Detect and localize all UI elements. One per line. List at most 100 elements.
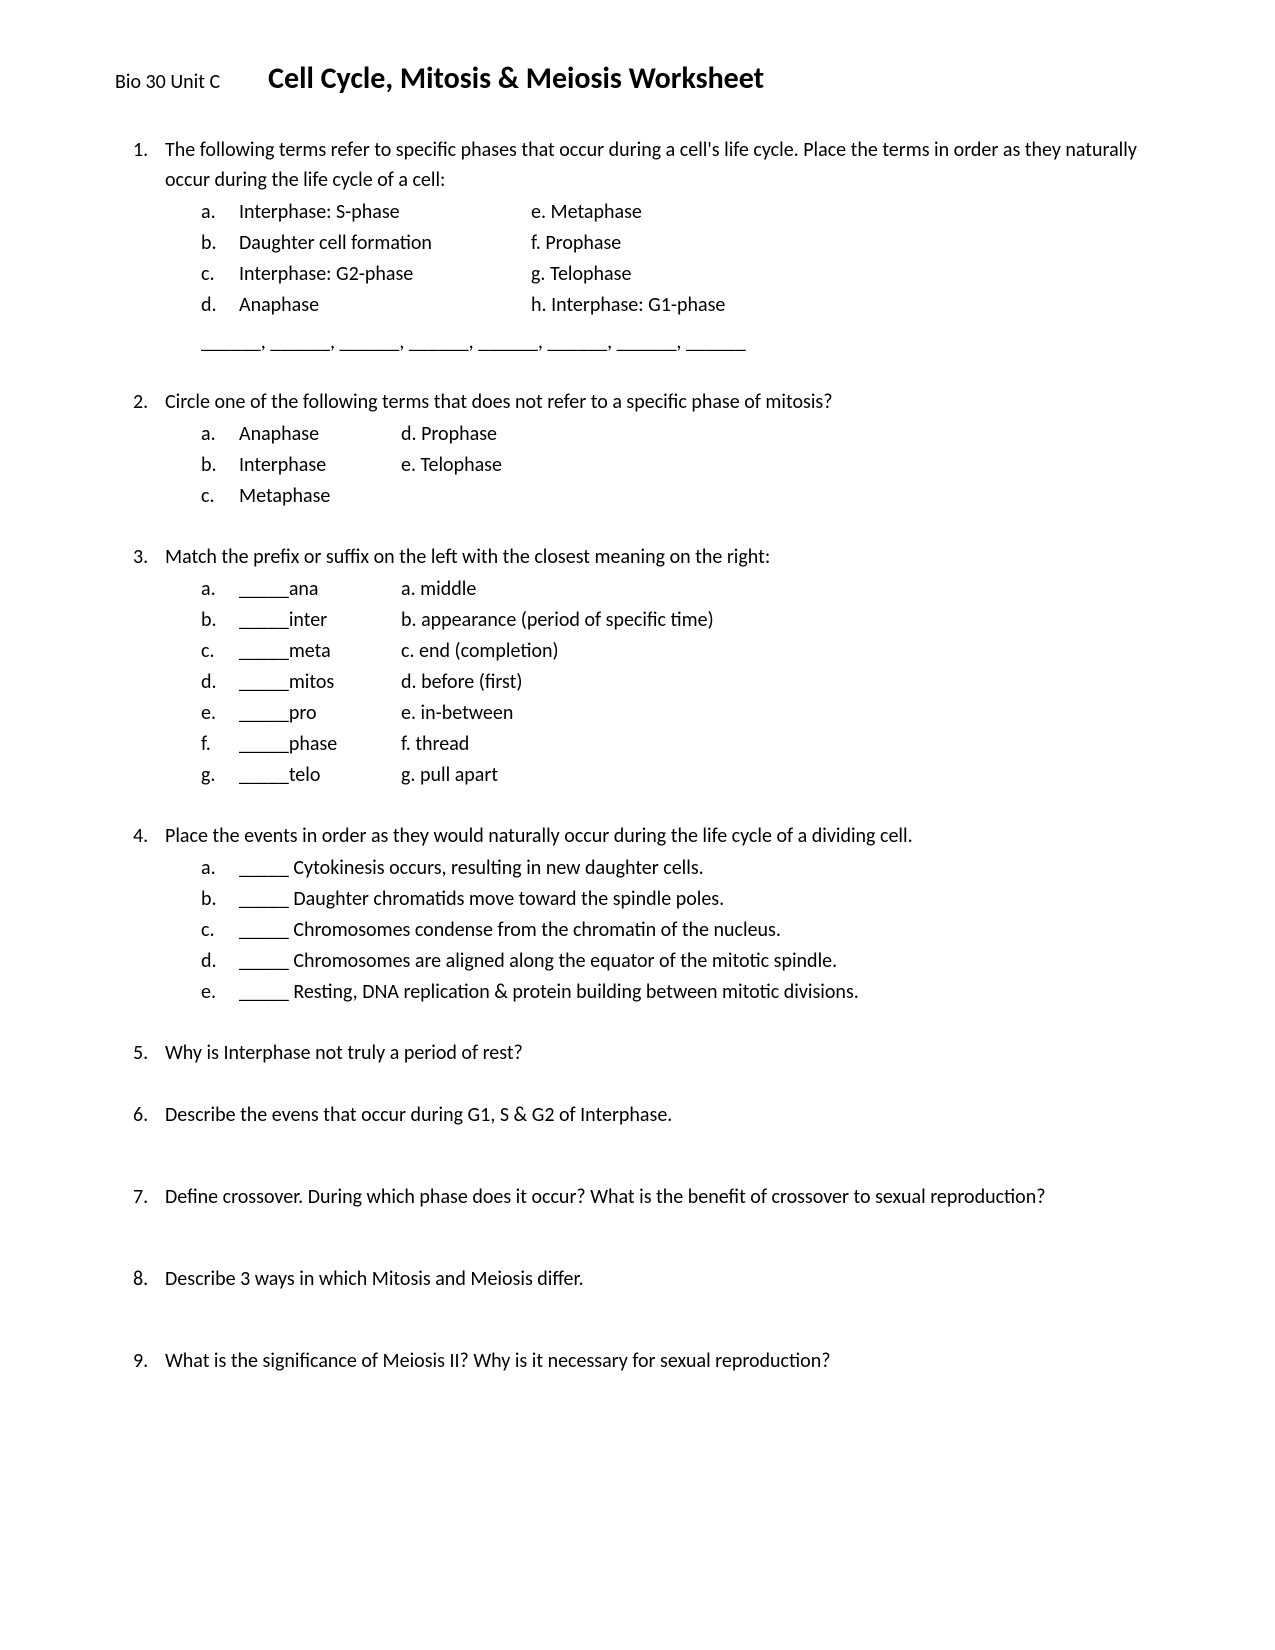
question-number: 2. [133, 387, 165, 512]
question-number: 1. [133, 135, 165, 357]
answer-blank[interactable]: _____ [239, 949, 289, 973]
match-row: f._____ phasef. thread [201, 729, 1160, 760]
question-body: Describe 3 ways in which Mitosis and Mei… [165, 1264, 1160, 1296]
option-letter: e. [201, 698, 239, 729]
option-row: h. Interphase: G1-phase [531, 290, 1160, 321]
question-number: 8. [133, 1264, 165, 1296]
question-number: 7. [133, 1182, 165, 1214]
question-9: 9. What is the significance of Meiosis I… [133, 1346, 1160, 1378]
order-item: e._____ Resting, DNA replication & prote… [201, 977, 1160, 1008]
option-row: a.Interphase: S-phase [201, 197, 531, 228]
question-text: Describe the evens that occur during G1,… [165, 1100, 1160, 1130]
question-7: 7. Define crossover. During which phase … [133, 1182, 1160, 1214]
question-number: 3. [133, 542, 165, 791]
answer-blank[interactable]: _____ [239, 605, 289, 636]
option-text: Metaphase [239, 481, 401, 512]
option-letter: b. [201, 605, 239, 636]
option-text: Interphase [239, 450, 401, 481]
question-number: 4. [133, 821, 165, 1008]
answer-blanks[interactable]: ______, ______, ______, ______, ______, … [165, 327, 1160, 357]
option-letter: d. [201, 667, 239, 698]
questions-list: 1. The following terms refer to specific… [115, 135, 1160, 1378]
option-letter: b. [201, 450, 239, 481]
match-term: ana [289, 574, 319, 605]
match-row: a._____ ana a. middle [201, 574, 1160, 605]
order-item: a._____ Cytokinesis occurs, resulting in… [201, 853, 1160, 884]
question-6: 6. Describe the evens that occur during … [133, 1100, 1160, 1132]
match-meaning: b. appearance (period of specific time) [401, 605, 1160, 636]
answer-blank[interactable]: _____ [239, 698, 289, 729]
question-text: Match the prefix or suffix on the left w… [165, 542, 1160, 572]
question-text: Circle one of the following terms that d… [165, 387, 1160, 417]
option-letter: f. [201, 729, 239, 760]
option-letter: g. [201, 760, 239, 791]
match-meaning: a. middle [401, 574, 1160, 605]
match-row: b._____ inter b. appearance (period of sp… [201, 605, 1160, 636]
option-row[interactable]: c.Metaphase [201, 481, 401, 512]
option-letter: b. [201, 884, 239, 915]
match-term: meta [289, 636, 331, 667]
option-letter: c. [201, 636, 239, 667]
option-letter: a. [201, 574, 239, 605]
match-term: inter [289, 605, 327, 636]
question-body: What is the significance of Meiosis II? … [165, 1346, 1160, 1378]
option-text: g. Telophase [531, 259, 1160, 290]
match-term: pro [289, 698, 317, 729]
answer-blank[interactable]: _____ [239, 636, 289, 667]
item-text: Daughter chromatids move toward the spin… [289, 887, 724, 911]
option-letter: e. [201, 977, 239, 1008]
question-2-options: a.Anaphase b.Interphase c.Metaphase d. P… [165, 419, 1160, 512]
question-number: 6. [133, 1100, 165, 1132]
item-text: Chromosomes are aligned along the equato… [289, 949, 837, 973]
option-row[interactable]: e. Telophase [401, 450, 1160, 481]
answer-blank[interactable]: _____ [239, 918, 289, 942]
option-text: e. Telophase [401, 450, 1160, 481]
question-1: 1. The following terms refer to specific… [133, 135, 1160, 357]
answer-blank[interactable]: _____ [239, 856, 289, 880]
option-letter: a. [201, 197, 239, 228]
question-text: Define crossover. During which phase doe… [165, 1182, 1160, 1212]
option-row[interactable]: d. Prophase [401, 419, 1160, 450]
match-meaning: g. pull apart [401, 760, 1160, 791]
option-row: c.Interphase: G2-phase [201, 259, 531, 290]
match-term: mitos [289, 667, 334, 698]
item-text: Chromosomes condense from the chromatin … [289, 918, 781, 942]
question-2: 2. Circle one of the following terms tha… [133, 387, 1160, 512]
question-body: Circle one of the following terms that d… [165, 387, 1160, 512]
answer-blank[interactable]: _____ [239, 574, 289, 605]
question-4: 4. Place the events in order as they wou… [133, 821, 1160, 1008]
question-text: The following terms refer to specific ph… [165, 135, 1160, 195]
match-row: c._____ metac. end (completion) [201, 636, 1160, 667]
answer-blank[interactable]: _____ [239, 887, 289, 911]
question-body: The following terms refer to specific ph… [165, 135, 1160, 357]
match-row: d._____ mitosd. before (first) [201, 667, 1160, 698]
option-letter: d. [201, 290, 239, 321]
match-row: e._____ pro e. in-between [201, 698, 1160, 729]
question-4-items: a._____ Cytokinesis occurs, resulting in… [165, 853, 1160, 1008]
answer-blank[interactable]: _____ [239, 760, 289, 791]
order-item: d._____ Chromosomes are aligned along th… [201, 946, 1160, 977]
option-letter: d. [201, 946, 239, 977]
option-row[interactable]: a.Anaphase [201, 419, 401, 450]
option-letter: b. [201, 228, 239, 259]
question-1-options: a.Interphase: S-phase b.Daughter cell fo… [165, 197, 1160, 321]
option-letter: c. [201, 915, 239, 946]
worksheet-page: Bio 30 Unit C Cell Cycle, Mitosis & Meio… [0, 0, 1275, 1650]
option-row[interactable]: b.Interphase [201, 450, 401, 481]
question-text: What is the significance of Meiosis II? … [165, 1346, 1160, 1376]
option-text: Anaphase [239, 290, 531, 321]
match-meaning: e. in-between [401, 698, 1160, 729]
order-item: b._____ Daughter chromatids move toward … [201, 884, 1160, 915]
option-text: e. Metaphase [531, 197, 1160, 228]
item-text: Resting, DNA replication & protein build… [289, 980, 859, 1004]
order-item: c._____ Chromosomes condense from the ch… [201, 915, 1160, 946]
option-letter: c. [201, 259, 239, 290]
answer-blank[interactable]: _____ [239, 667, 289, 698]
option-text: d. Prophase [401, 419, 1160, 450]
answer-blank[interactable]: _____ [239, 980, 289, 1004]
answer-blank[interactable]: _____ [239, 729, 289, 760]
question-text: Place the events in order as they would … [165, 821, 1160, 851]
header: Bio 30 Unit C Cell Cycle, Mitosis & Meio… [115, 60, 1160, 97]
question-body: Define crossover. During which phase doe… [165, 1182, 1160, 1214]
option-letter: a. [201, 419, 239, 450]
